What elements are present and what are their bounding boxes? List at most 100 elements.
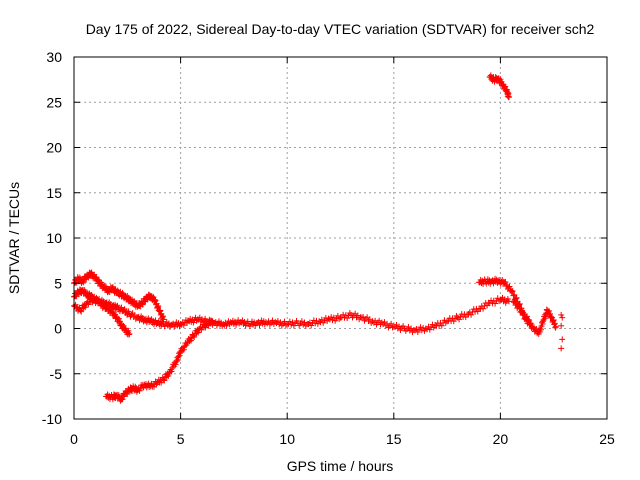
y-tick-label: 10 (46, 230, 62, 246)
x-tick-label: 20 (493, 431, 509, 447)
data-point (161, 377, 168, 384)
data-point (119, 396, 126, 403)
data-point (289, 319, 296, 326)
data-point (173, 358, 180, 365)
data-point (505, 93, 512, 100)
data-point (272, 318, 279, 325)
y-tick-label: 5 (54, 275, 62, 291)
data-point (265, 318, 272, 325)
data-point (298, 318, 305, 325)
data-point (176, 352, 183, 359)
x-tick-label: 10 (279, 431, 295, 447)
data-point (462, 314, 469, 321)
data-point (558, 311, 565, 318)
data-point (537, 326, 544, 333)
data-point (126, 330, 133, 337)
data-point (348, 311, 355, 318)
data-point (420, 324, 427, 331)
data-point (413, 325, 420, 332)
data-point (101, 302, 108, 309)
data-point (452, 315, 459, 322)
data-point (172, 361, 179, 368)
data-point (308, 322, 315, 329)
data-point (168, 368, 175, 375)
y-axis-label: SDTVAR / TECUs (6, 182, 22, 294)
data-point (165, 372, 172, 379)
y-tick-label: -5 (50, 366, 63, 382)
x-tick-label: 25 (599, 431, 615, 447)
data-point (125, 331, 132, 338)
grid (74, 57, 607, 419)
data-point (450, 318, 457, 325)
data-point (155, 302, 162, 309)
y-tick-label: 20 (46, 140, 62, 156)
data-point (540, 318, 547, 325)
data-point (552, 324, 559, 331)
data-point (513, 294, 520, 301)
data-point (506, 283, 513, 290)
data-point (552, 323, 559, 330)
x-tick-label: 5 (177, 431, 185, 447)
data-point (548, 313, 555, 320)
x-axis-label: GPS time / hours (287, 458, 394, 474)
data-point (78, 308, 85, 315)
data-point (545, 307, 552, 314)
data-point (518, 307, 525, 314)
data-point (509, 288, 516, 295)
y-tick-label: 0 (54, 321, 62, 337)
data-point (559, 336, 566, 343)
data-point (389, 324, 396, 331)
data-point (152, 297, 159, 304)
data-point (139, 301, 146, 308)
data-points (71, 72, 566, 404)
data-point (558, 322, 565, 329)
data-point (344, 315, 351, 322)
data-point (502, 83, 509, 90)
data-point (125, 308, 132, 315)
chart-title: Day 175 of 2022, Sidereal Day-to-day VTE… (86, 21, 595, 37)
data-point (468, 311, 475, 318)
data-point (180, 322, 187, 329)
data-point (480, 305, 487, 312)
data-point (301, 319, 308, 326)
data-point (158, 379, 165, 386)
data-point (116, 318, 123, 325)
data-point (125, 327, 132, 334)
data-point (305, 320, 312, 327)
data-point (520, 311, 527, 318)
data-point (157, 307, 164, 314)
data-point (160, 316, 167, 323)
data-point (330, 314, 337, 321)
y-tick-label: 30 (46, 49, 62, 65)
data-point (515, 302, 522, 309)
data-point (539, 320, 546, 327)
data-point (559, 314, 566, 321)
data-point (456, 316, 463, 323)
data-point (175, 353, 182, 360)
data-point (80, 279, 87, 286)
data-point (82, 304, 89, 311)
series-arc-lower-early (71, 296, 133, 338)
axis-ticks: 0 5 10 15 20 25 -10 -5 0 5 10 15 20 25 30 (42, 49, 615, 447)
data-point (318, 316, 325, 323)
data-point (277, 319, 284, 326)
series-arc-main (71, 286, 512, 336)
data-point (492, 300, 499, 307)
data-point (136, 387, 143, 394)
data-point (551, 320, 558, 327)
data-point (174, 356, 181, 363)
data-point (154, 304, 161, 311)
x-tick-label: 0 (70, 431, 78, 447)
data-point (208, 317, 215, 324)
data-point (426, 326, 433, 333)
series-arc-upper-early (71, 269, 167, 323)
data-point (274, 318, 281, 325)
data-point (187, 337, 194, 344)
data-point (209, 318, 216, 325)
data-point (441, 317, 448, 324)
data-point (438, 322, 445, 329)
data-point (546, 310, 553, 317)
data-point (358, 314, 365, 321)
data-point (286, 318, 293, 325)
y-tick-label: 15 (46, 185, 62, 201)
